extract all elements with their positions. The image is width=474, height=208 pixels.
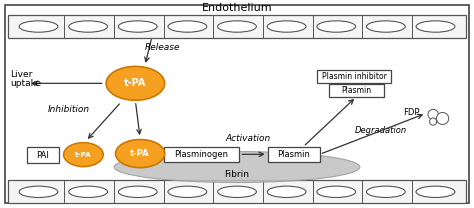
Ellipse shape	[366, 21, 405, 32]
Ellipse shape	[366, 186, 405, 197]
Ellipse shape	[416, 186, 455, 197]
Bar	[318, 70, 391, 83]
Ellipse shape	[317, 186, 356, 197]
Ellipse shape	[317, 21, 356, 32]
Bar	[8, 15, 466, 38]
Ellipse shape	[416, 21, 455, 32]
Ellipse shape	[267, 21, 306, 32]
Text: Activation: Activation	[225, 134, 271, 143]
Bar	[164, 147, 239, 162]
Ellipse shape	[69, 21, 108, 32]
Ellipse shape	[429, 118, 437, 125]
Ellipse shape	[106, 66, 164, 100]
Text: Plasminogen: Plasminogen	[174, 150, 228, 159]
Ellipse shape	[116, 140, 164, 168]
Ellipse shape	[19, 186, 58, 197]
Text: PAI: PAI	[36, 151, 49, 160]
Ellipse shape	[168, 186, 207, 197]
Text: uptake: uptake	[10, 79, 41, 88]
Ellipse shape	[168, 21, 207, 32]
Text: Plasmin: Plasmin	[277, 150, 310, 159]
Ellipse shape	[267, 186, 306, 197]
Ellipse shape	[64, 143, 103, 167]
Ellipse shape	[114, 151, 360, 182]
Ellipse shape	[218, 21, 256, 32]
Ellipse shape	[428, 109, 438, 119]
Text: Degradation: Degradation	[355, 126, 407, 135]
Ellipse shape	[437, 113, 449, 124]
Text: t-PA: t-PA	[75, 152, 92, 158]
Bar	[8, 181, 466, 203]
Ellipse shape	[118, 186, 157, 197]
Text: t-PA: t-PA	[130, 149, 150, 158]
Ellipse shape	[118, 21, 157, 32]
Bar	[268, 147, 319, 162]
Text: Fibrin: Fibrin	[225, 170, 249, 179]
Text: Plasmin inhibitor: Plasmin inhibitor	[321, 72, 386, 81]
Bar	[329, 84, 383, 97]
Text: Plasmin: Plasmin	[341, 86, 372, 95]
Text: Inhibition: Inhibition	[48, 105, 90, 114]
Text: Liver: Liver	[10, 69, 33, 79]
Ellipse shape	[218, 186, 256, 197]
Text: Endothelium: Endothelium	[202, 3, 272, 13]
Bar	[27, 147, 59, 163]
Text: FDP: FDP	[404, 108, 420, 117]
Ellipse shape	[19, 21, 58, 32]
Text: Release: Release	[145, 43, 180, 52]
Text: t-PA: t-PA	[124, 78, 146, 88]
Ellipse shape	[69, 186, 108, 197]
